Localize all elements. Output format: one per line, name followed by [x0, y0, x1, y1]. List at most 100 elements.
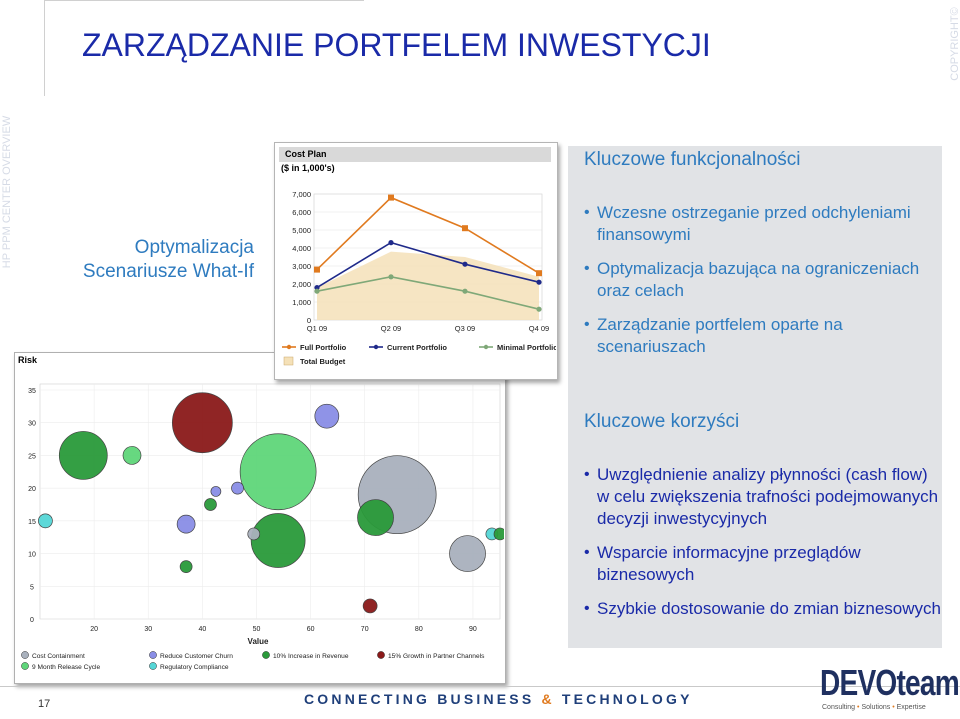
cost-x-tick-label: Q3 09: [455, 324, 475, 333]
tagline-part-1: CONNECTING BUSINESS: [304, 691, 535, 707]
risk-x-tick-label: 20: [90, 626, 98, 633]
risk-y-tick-label: 15: [28, 519, 36, 526]
risk-bubble: [38, 513, 53, 529]
risk-bubble: [493, 527, 504, 541]
left-label-line-2: Scenariusze What-If: [82, 261, 254, 282]
current-portfolio-point: [462, 261, 468, 267]
vertical-caption-right: COPYRIGHT©: [949, 7, 960, 81]
risk-x-tick-label: 80: [415, 626, 423, 633]
current-portfolio-line: [316, 241, 540, 289]
risk-bubble: [314, 403, 340, 429]
cost-y-tick-label: 3,000: [292, 262, 311, 271]
logo-subline: Consulting • Solutions • Expertise: [822, 704, 926, 711]
risk-legend-marker: [21, 651, 29, 659]
cost-legend-label: Current Portfolio: [387, 343, 447, 352]
top-divider: [44, 0, 364, 1]
risk-legend-marker: [149, 651, 157, 659]
logo-sub-sep: •: [857, 704, 860, 711]
risk-bubble: [239, 433, 317, 511]
cost-legend-label: Minimal Portfolio: [497, 343, 556, 352]
current-portfolio-point: [314, 285, 320, 291]
risk-x-tick-label: 90: [469, 626, 477, 633]
cost-plan-title: Cost Plan: [279, 147, 551, 162]
risk-x-tick-label: 30: [144, 626, 152, 633]
risk-bubble: [357, 499, 394, 536]
risk-legend-label: 10% Increase in Revenue: [273, 653, 349, 660]
current-portfolio-point: [388, 240, 394, 246]
full-portfolio-point: [536, 270, 542, 277]
risk-bubble: [247, 527, 261, 541]
cost-x-tick-label: Q4 09: [529, 324, 549, 333]
risk-x-tick-label: 60: [307, 626, 315, 633]
cost-y-tick-label: 6,000: [292, 208, 311, 217]
risk-bubble: [58, 431, 108, 480]
risk-legend-marker: [149, 662, 157, 670]
cost-y-tick-label: 4,000: [292, 244, 311, 253]
risk-legend-marker: [262, 651, 270, 659]
benefit-item: Szybkie dostosowanie do zmian biznesowyc…: [584, 598, 944, 620]
risk-legend-marker: [21, 662, 29, 670]
benefit-item: Uwzględnienie analizy płynności (cash fl…: [584, 464, 944, 530]
risk-bubble: [172, 392, 233, 454]
full-portfolio-line: [316, 196, 540, 274]
cost-legend-label: Total Budget: [300, 357, 346, 366]
risk-x-tick-label: 40: [198, 626, 206, 633]
risk-y-tick-label: 0: [30, 617, 34, 624]
tagline-part-2: TECHNOLOGY: [561, 691, 693, 707]
risk-x-tick-label: 70: [361, 626, 369, 633]
page-number: 17: [38, 698, 51, 710]
feature-item: Zarządzanie portfelem oparte na scenariu…: [584, 314, 944, 358]
cost-legend-marker: [286, 344, 292, 350]
full-portfolio-point: [314, 266, 320, 273]
minimal-portfolio-point: [462, 288, 468, 294]
risk-y-tick-label: 20: [28, 486, 36, 493]
risk-bubble: [250, 513, 306, 568]
feature-item: Optymalizacja bazująca na ograniczeniach…: [584, 258, 944, 302]
risk-bubble: [176, 514, 196, 534]
risk-window-title: Risk: [18, 355, 38, 365]
risk-legend-label: Cost Containment: [32, 653, 85, 660]
risk-x-tick-label: 50: [253, 626, 261, 633]
tagline-ampersand: &: [541, 691, 555, 707]
risk-bubble: [362, 598, 378, 614]
left-divider: [44, 0, 45, 96]
logo-sub-3: Expertise: [896, 704, 926, 711]
risk-y-tick-label: 5: [30, 584, 34, 591]
cost-legend-swatch: [283, 356, 294, 366]
left-label-line-1: Optymalizacja: [134, 237, 254, 258]
footer-divider: [0, 686, 960, 687]
cost-legend-marker: [373, 344, 379, 350]
cost-y-tick-label: 5,000: [292, 226, 311, 235]
cost-y-tick-label: 2,000: [292, 280, 311, 289]
risk-legend-label: 9 Month Release Cycle: [32, 664, 101, 671]
benefits-heading: Kluczowe korzyści: [584, 411, 740, 432]
tagline: CONNECTING BUSINESS & TECHNOLOGY: [304, 691, 693, 707]
devoteam-logo: DEVOteam: [820, 662, 960, 703]
full-portfolio-point: [462, 225, 468, 232]
cost-x-tick-label: Q2 09: [381, 324, 401, 333]
risk-bubble: [231, 481, 244, 495]
risk-bubble: [449, 535, 486, 572]
features-list: Wczesne ostrzeganie przed odchyleniami f…: [584, 202, 944, 370]
risk-y-tick-label: 30: [28, 421, 36, 428]
cost-x-tick-label: Q1 09: [307, 324, 327, 333]
risk-bubble: [210, 486, 222, 497]
risk-y-tick-label: 10: [28, 552, 36, 559]
features-heading: Kluczowe funkcjonalności: [584, 149, 801, 170]
slide-title: ZARZĄDZANIE PORTFELEM INWESTYCJI: [82, 27, 711, 63]
risk-legend-marker: [377, 651, 385, 659]
feature-item: Wczesne ostrzeganie przed odchyleniami f…: [584, 202, 944, 246]
risk-legend-label: 15% Growth in Partner Channels: [388, 653, 485, 660]
current-portfolio-point: [536, 279, 542, 285]
benefits-list: Uwzględnienie analizy płynności (cash fl…: [584, 464, 944, 632]
cost-plan-chart: 0 1,000 2,000 3,000 4,000 5,000 6,000 7,000 Q1 0…: [282, 190, 556, 366]
risk-legend-label: Regulatory Compliance: [160, 664, 229, 671]
logo-sub-1: Consulting: [822, 704, 856, 711]
risk-legend-label: Reduce Customer Churn: [160, 653, 233, 660]
logo-sub-sep: •: [892, 704, 895, 711]
minimal-portfolio-point: [314, 288, 320, 294]
left-label: Optymalizacja Scenariusze What-If: [40, 236, 254, 284]
risk-y-tick-label: 25: [28, 453, 36, 460]
risk-bubble: [204, 498, 217, 511]
risk-bubble: [122, 446, 142, 465]
